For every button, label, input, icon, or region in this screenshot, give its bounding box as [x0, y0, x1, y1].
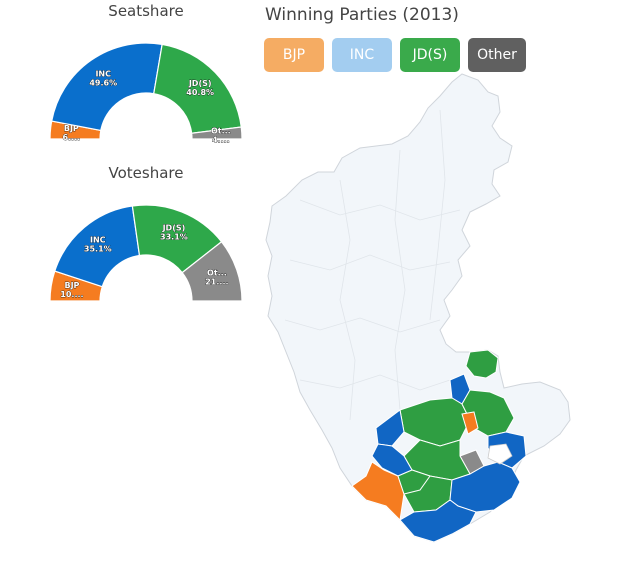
- slice-label: JD(S): [162, 223, 186, 232]
- slice-jds[interactable]: [153, 43, 242, 134]
- slice-label: INC: [90, 236, 106, 245]
- slice-label: BJP: [64, 124, 79, 133]
- slice-label: JD(S): [188, 79, 212, 88]
- slice-label: Ot...: [211, 126, 231, 135]
- slice-value-label: 49.6%: [89, 78, 117, 87]
- party-legend: BJP INC JD(S) Other: [264, 38, 526, 72]
- legend-other-button[interactable]: Other: [468, 38, 526, 72]
- region-inc: [375, 409, 405, 447]
- slice-other[interactable]: [190, 126, 243, 140]
- slice-other[interactable]: [181, 240, 243, 302]
- legend-jds-button[interactable]: JD(S): [400, 38, 460, 72]
- legend-inc-button[interactable]: INC: [332, 38, 392, 72]
- region-jds: [399, 397, 471, 447]
- slice-label: INC: [95, 69, 111, 78]
- seatshare-title: Seatshare: [108, 2, 184, 20]
- slice-value-label: 6....: [62, 133, 80, 142]
- constituency-regions[interactable]: [351, 349, 527, 543]
- map-title: Winning Parties (2013): [265, 5, 459, 25]
- slice-inc[interactable]: [50, 42, 163, 132]
- region-jds: [397, 469, 431, 495]
- voteshare-title: Voteshare: [108, 164, 184, 182]
- slice-label: BJP: [64, 281, 79, 290]
- legend-bjp-button[interactable]: BJP: [264, 38, 324, 72]
- district-boundaries: [284, 109, 461, 421]
- region-jds: [465, 349, 499, 379]
- region-bjp: [461, 411, 479, 435]
- region-bengaluru: [487, 443, 513, 465]
- slice-value-label: 40.8%: [186, 88, 214, 97]
- slice-value-label: 35.1%: [84, 245, 112, 254]
- karnataka-constituency-map[interactable]: [250, 70, 610, 560]
- slice-value-label: 33.1%: [160, 232, 188, 241]
- slice-label: Ot...: [207, 269, 227, 278]
- slice-value-label: 4....: [212, 135, 230, 144]
- region-inc: [399, 499, 477, 543]
- slice-value-label: 21....: [205, 278, 228, 287]
- slice-value-label: 10....: [60, 290, 83, 299]
